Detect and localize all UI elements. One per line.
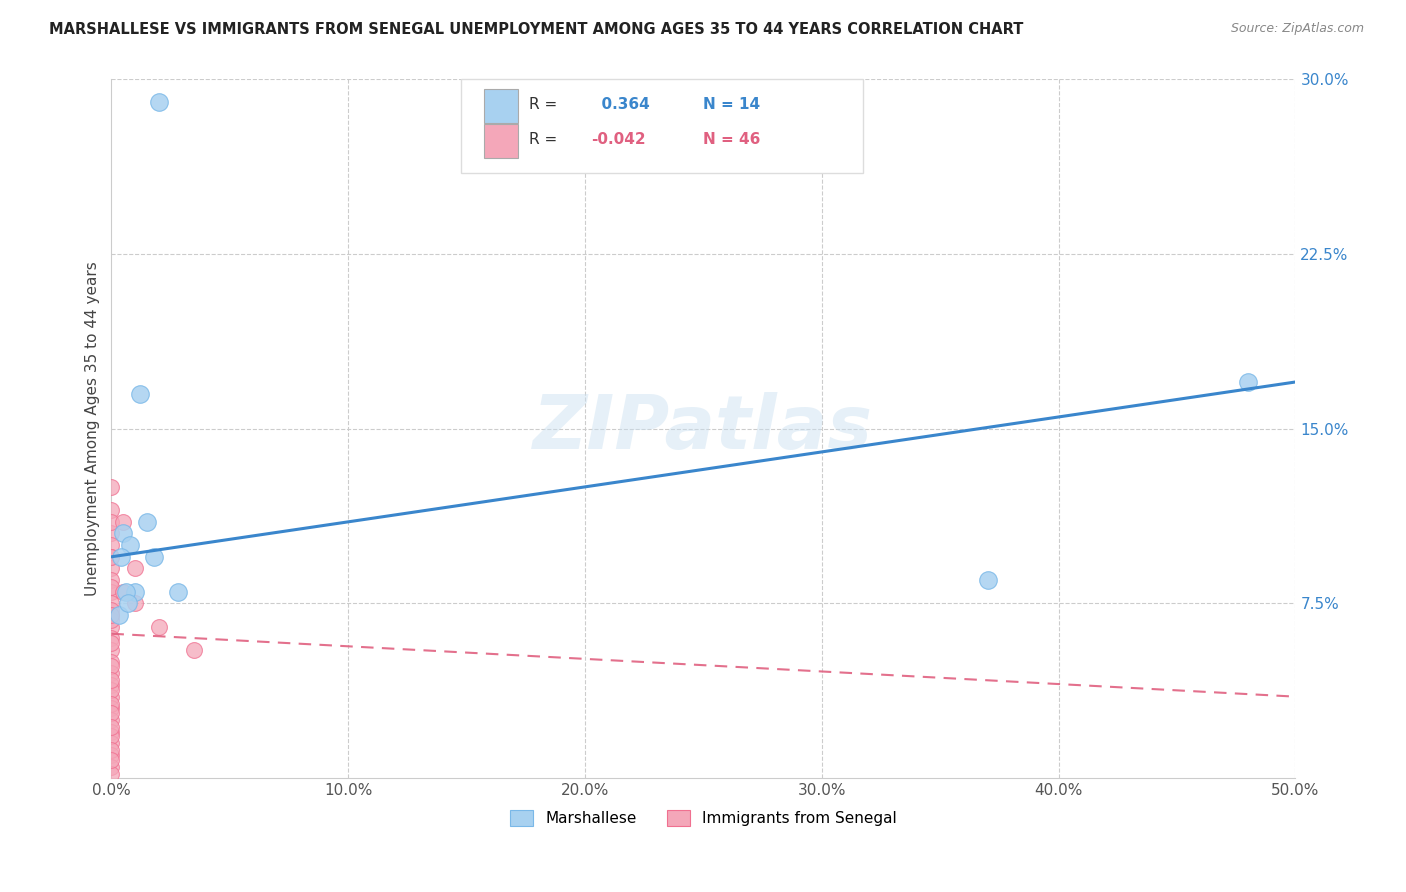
Point xyxy=(114,584,136,599)
Point xyxy=(100,766,122,780)
Point xyxy=(100,603,122,617)
Point xyxy=(100,503,122,517)
Point xyxy=(100,736,122,750)
Text: R =: R = xyxy=(530,97,558,112)
FancyBboxPatch shape xyxy=(461,79,863,173)
Point xyxy=(110,549,132,564)
Point xyxy=(107,608,129,623)
Text: ZIPatlas: ZIPatlas xyxy=(533,392,873,465)
Point xyxy=(100,682,122,697)
Point xyxy=(100,678,122,692)
Text: R =: R = xyxy=(530,132,558,147)
Point xyxy=(976,573,998,587)
Point xyxy=(112,526,135,541)
Point xyxy=(100,549,122,564)
Point xyxy=(112,584,135,599)
Point xyxy=(100,584,122,599)
Text: 0.364: 0.364 xyxy=(591,97,650,112)
Point xyxy=(100,632,122,646)
Point xyxy=(143,549,166,564)
Point xyxy=(100,659,122,673)
Point xyxy=(100,697,122,711)
Point xyxy=(183,643,205,657)
Point xyxy=(1237,375,1260,389)
Point xyxy=(124,584,146,599)
Point xyxy=(100,515,122,529)
Point xyxy=(100,747,122,762)
FancyBboxPatch shape xyxy=(485,89,517,123)
Point xyxy=(166,584,188,599)
Point xyxy=(100,690,122,704)
Point xyxy=(100,743,122,757)
Legend: Marshallese, Immigrants from Senegal: Marshallese, Immigrants from Senegal xyxy=(502,802,904,833)
Y-axis label: Unemployment Among Ages 35 to 44 years: Unemployment Among Ages 35 to 44 years xyxy=(86,261,100,596)
Point xyxy=(112,515,135,529)
Point xyxy=(100,596,122,610)
Point xyxy=(100,673,122,688)
Point xyxy=(100,729,122,743)
Text: N = 14: N = 14 xyxy=(703,97,761,112)
Point xyxy=(124,561,146,575)
Point xyxy=(100,636,122,650)
Point xyxy=(100,561,122,575)
Point xyxy=(100,713,122,727)
Point xyxy=(117,596,139,610)
Point xyxy=(100,701,122,715)
Text: MARSHALLESE VS IMMIGRANTS FROM SENEGAL UNEMPLOYMENT AMONG AGES 35 TO 44 YEARS CO: MARSHALLESE VS IMMIGRANTS FROM SENEGAL U… xyxy=(49,22,1024,37)
Point xyxy=(100,480,122,494)
Point xyxy=(148,620,170,634)
Point xyxy=(100,526,122,541)
Point xyxy=(100,608,122,623)
FancyBboxPatch shape xyxy=(485,124,517,158)
Point xyxy=(100,759,122,773)
Point xyxy=(100,753,122,767)
Point xyxy=(136,515,159,529)
Text: Source: ZipAtlas.com: Source: ZipAtlas.com xyxy=(1230,22,1364,36)
Point xyxy=(100,720,122,734)
Point xyxy=(100,580,122,594)
Point xyxy=(148,95,170,110)
Point xyxy=(100,706,122,720)
Point xyxy=(100,573,122,587)
Point xyxy=(100,643,122,657)
Text: -0.042: -0.042 xyxy=(591,132,645,147)
Point xyxy=(128,386,150,401)
Point xyxy=(100,613,122,627)
Point xyxy=(100,538,122,552)
Point xyxy=(100,620,122,634)
Point xyxy=(100,724,122,739)
Point xyxy=(120,538,142,552)
Point xyxy=(100,655,122,669)
Point xyxy=(100,549,122,564)
Text: N = 46: N = 46 xyxy=(703,132,761,147)
Point xyxy=(100,666,122,681)
Point xyxy=(100,608,122,623)
Point xyxy=(124,596,146,610)
